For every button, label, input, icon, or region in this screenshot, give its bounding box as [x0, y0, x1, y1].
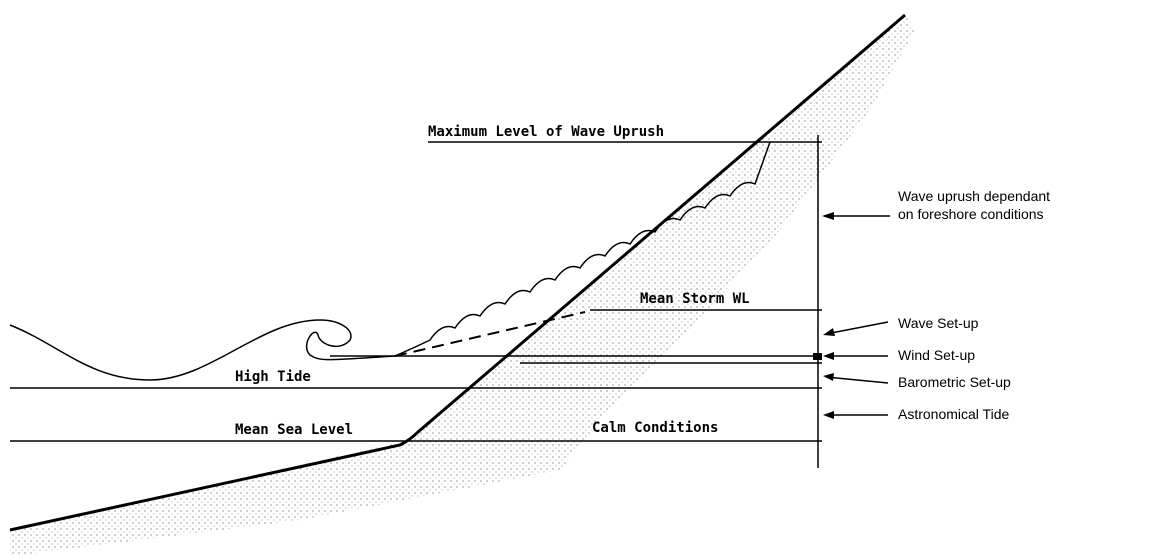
label: Wind Set-up	[898, 347, 975, 363]
uprush-wavy	[394, 141, 771, 357]
label: Mean Sea Level	[235, 422, 353, 438]
label: Mean Storm WL	[640, 291, 750, 307]
label: High Tide	[235, 369, 311, 385]
beach-profile	[9, 13, 906, 532]
storm-setup-dashed	[394, 311, 586, 357]
label: on foreshore conditions	[898, 206, 1044, 222]
wind-marker	[813, 353, 822, 360]
label: Maximum Level of Wave Uprush	[428, 124, 664, 140]
label: Wave uprush dependant	[898, 188, 1050, 204]
label: Astronomical Tide	[898, 406, 1009, 422]
label: Wave Set-up	[898, 315, 979, 331]
arrows	[822, 212, 890, 419]
label: Calm Conditions	[592, 420, 718, 436]
wave	[9, 319, 396, 381]
label: Barometric Set-up	[898, 374, 1011, 390]
beach-stipple	[10, 15, 915, 556]
